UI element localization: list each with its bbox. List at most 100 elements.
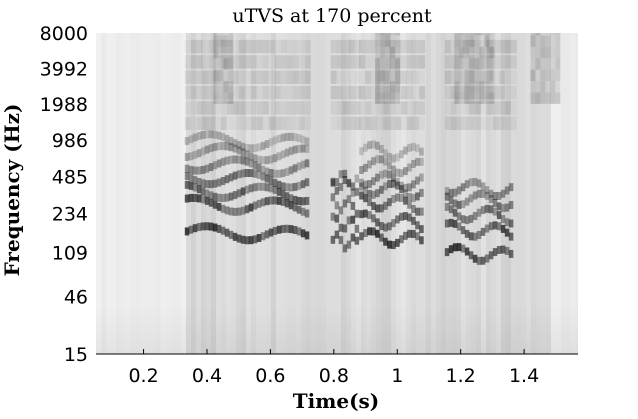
harmonic-band xyxy=(371,214,376,223)
harmonic-band xyxy=(488,251,494,260)
time-column xyxy=(96,33,101,354)
harmonic-band xyxy=(407,229,412,238)
harmonic-band xyxy=(367,198,372,207)
noise-cell xyxy=(459,92,465,104)
noise-cell xyxy=(390,69,396,82)
harmonic-band xyxy=(184,227,190,236)
time-column xyxy=(141,33,146,354)
noise-cell xyxy=(498,85,505,100)
harmonic-band xyxy=(334,178,340,187)
harmonic-band xyxy=(508,232,514,241)
time-column xyxy=(211,33,216,354)
harmonic-band xyxy=(500,204,506,213)
harmonic-band xyxy=(224,142,230,151)
noise-cell xyxy=(401,85,408,100)
noise-cell xyxy=(359,71,365,84)
harmonic-band xyxy=(334,186,340,195)
noise-cell xyxy=(359,39,366,54)
noise-cell xyxy=(274,39,281,54)
harmonic-band xyxy=(419,147,424,156)
noise-cell xyxy=(354,39,361,54)
harmonic-band xyxy=(232,144,238,153)
harmonic-band xyxy=(184,171,190,180)
noise-cell xyxy=(390,81,396,93)
time-column xyxy=(531,33,536,354)
harmonic-band xyxy=(272,136,278,145)
harmonic-band xyxy=(375,155,380,164)
harmonic-band xyxy=(387,198,392,207)
noise-cell xyxy=(550,35,556,47)
harmonic-band xyxy=(196,177,202,186)
noise-cell xyxy=(540,92,546,104)
noise-cell xyxy=(479,81,485,93)
harmonic-band xyxy=(244,236,250,245)
noise-cell xyxy=(444,70,451,84)
noise-cell xyxy=(540,33,546,36)
harmonic-band xyxy=(292,182,298,191)
noise-cell xyxy=(268,116,275,130)
noise-cell xyxy=(389,85,396,100)
noise-cell xyxy=(545,92,551,104)
time-column xyxy=(446,33,451,354)
noise-cell xyxy=(220,101,227,115)
noise-cell xyxy=(450,101,457,115)
harmonic-band xyxy=(367,180,372,189)
harmonic-band xyxy=(460,200,466,209)
harmonic-band xyxy=(228,173,234,182)
harmonic-band xyxy=(504,186,510,195)
time-column xyxy=(256,33,261,354)
harmonic-band xyxy=(304,231,310,240)
harmonic-band xyxy=(220,157,226,166)
harmonic-band xyxy=(296,181,302,190)
noise-cell xyxy=(213,58,219,70)
harmonic-band xyxy=(472,254,478,263)
noise-cell xyxy=(469,46,475,59)
noise-cell xyxy=(550,33,556,36)
noise-cell xyxy=(555,33,561,36)
harmonic-band xyxy=(224,206,230,215)
harmonic-band xyxy=(304,178,310,187)
harmonic-band xyxy=(391,195,396,204)
noise-cell xyxy=(456,116,463,130)
harmonic-band xyxy=(456,212,462,221)
noise-cell xyxy=(504,116,511,130)
time-column xyxy=(396,33,401,354)
harmonic-band xyxy=(260,141,266,150)
harmonic-band xyxy=(216,159,222,168)
harmonic-band xyxy=(399,181,404,190)
harmonic-band xyxy=(216,193,222,202)
harmonic-band xyxy=(236,155,242,164)
harmonic-band xyxy=(284,224,290,233)
noise-cell xyxy=(535,33,541,36)
noise-cell xyxy=(540,58,546,70)
noise-cell xyxy=(385,58,391,70)
harmonic-band xyxy=(228,136,234,145)
noise-cell xyxy=(274,116,281,130)
harmonic-band xyxy=(212,179,218,188)
noise-cell xyxy=(250,101,257,115)
noise-cell xyxy=(184,70,191,84)
harmonic-band xyxy=(363,163,368,172)
noise-cell xyxy=(479,58,485,70)
noise-cell xyxy=(380,69,386,82)
harmonic-band xyxy=(367,227,372,236)
time-column xyxy=(321,33,326,354)
noise-cell xyxy=(486,70,493,84)
noise-cell xyxy=(228,33,234,36)
time-column xyxy=(386,33,391,354)
harmonic-band xyxy=(192,224,198,233)
harmonic-band xyxy=(363,194,368,203)
harmonic-band xyxy=(232,207,238,216)
time-column xyxy=(101,33,106,354)
harmonic-band xyxy=(476,179,482,188)
noise-cell xyxy=(213,81,219,93)
harmonic-band xyxy=(304,209,310,218)
time-column xyxy=(231,33,236,354)
noise-cell xyxy=(250,55,257,69)
noise-cell xyxy=(336,101,343,115)
noise-cell xyxy=(304,39,311,54)
noise-cell xyxy=(464,33,470,36)
harmonic-band xyxy=(480,206,486,215)
noise-cell xyxy=(238,70,245,84)
noise-cell xyxy=(342,39,349,54)
